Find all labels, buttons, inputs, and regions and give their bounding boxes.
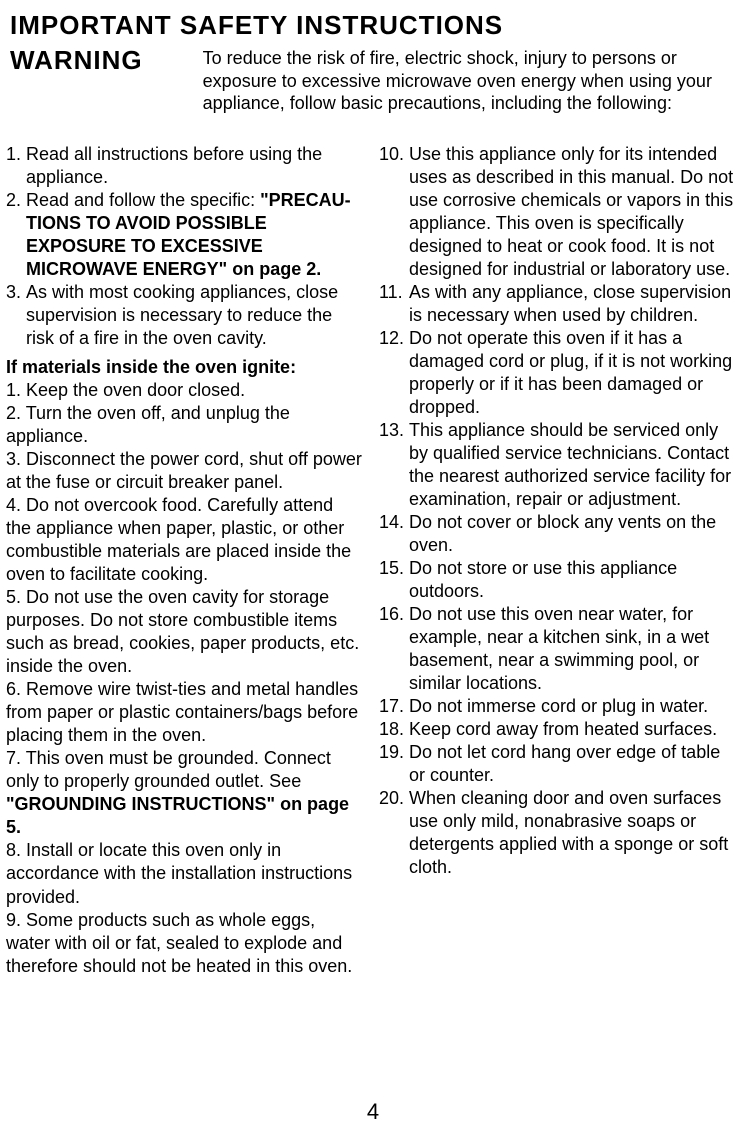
item-12: 12. Do not operate this oven if it has a… [379, 327, 738, 419]
ignite-7-pre: 7. This oven must be grounded. Connect o… [6, 748, 331, 791]
item-3-text: As with most cooking appliances, close s… [26, 281, 363, 350]
item-10-num: 10. [379, 143, 409, 281]
item-11: 11. As with any appliance, close supervi… [379, 281, 738, 327]
item-11-num: 11. [379, 281, 409, 327]
page: IMPORTANT SAFETY INSTRUCTIONS WARNING To… [0, 0, 746, 1135]
ignite-8: 8. Install or locate this oven only in a… [6, 839, 363, 908]
item-18-num: 18. [379, 718, 409, 741]
item-16-num: 16. [379, 603, 409, 695]
ignite-3: 3. Disconnect the power cord, shut off p… [6, 448, 363, 494]
item-19: 19. Do not let cord hang over edge of ta… [379, 741, 738, 787]
ignite-7-bold: "GROUNDING INSTRUCTIONS" on page 5. [6, 794, 349, 837]
item-18: 18. Keep cord away from heated surfaces. [379, 718, 738, 741]
item-19-text: Do not let cord hang over edge of table … [409, 741, 738, 787]
item-1-text: Read all instructions before using the a… [26, 143, 363, 189]
item-2-num: 2. [6, 189, 26, 281]
item-10-text: Use this appliance only for its intended… [409, 143, 738, 281]
right-column: 10. Use this appliance only for its inte… [373, 143, 746, 978]
item-15-text: Do not store or use this appliance outdo… [409, 557, 738, 603]
item-20-num: 20. [379, 787, 409, 879]
ignite-2: 2. Turn the oven off, and unplug the app… [6, 402, 363, 448]
content-columns: 1. Read all instructions before using th… [0, 143, 746, 978]
left-column: 1. Read all instructions before using th… [0, 143, 373, 978]
item-16-text: Do not use this oven near water, for exa… [409, 603, 738, 695]
page-number: 4 [0, 1099, 746, 1125]
item-15: 15. Do not store or use this appliance o… [379, 557, 738, 603]
ignite-1: 1. Keep the oven door closed. [6, 379, 363, 402]
item-20: 20. When cleaning door and oven surfaces… [379, 787, 738, 879]
item-18-text: Keep cord away from heated surfaces. [409, 718, 717, 741]
item-14-num: 14. [379, 511, 409, 557]
item-15-num: 15. [379, 557, 409, 603]
warning-intro-text: To reduce the risk of fire, electric sho… [203, 47, 746, 115]
item-10: 10. Use this appliance only for its inte… [379, 143, 738, 281]
ignite-7: 7. This oven must be grounded. Connect o… [6, 747, 363, 839]
item-1: 1. Read all instructions before using th… [6, 143, 363, 189]
item-3-num: 3. [6, 281, 26, 350]
warning-label: WARNING [10, 45, 143, 76]
warning-row: WARNING To reduce the risk of fire, elec… [10, 45, 746, 115]
ignite-4: 4. Do not overcook food. Carefully atten… [6, 494, 363, 586]
item-19-num: 19. [379, 741, 409, 787]
item-17-num: 17. [379, 695, 409, 718]
item-16: 16. Do not use this oven near water, for… [379, 603, 738, 695]
item-17-text: Do not immerse cord or plug in water. [409, 695, 708, 718]
item-14: 14. Do not cover or block any vents on t… [379, 511, 738, 557]
ignite-heading: If materials inside the oven ignite: [6, 356, 363, 379]
item-13-num: 13. [379, 419, 409, 511]
item-13: 13. This appliance should be serviced on… [379, 419, 738, 511]
item-17: 17. Do not immerse cord or plug in water… [379, 695, 738, 718]
item-2-text: Read and follow the specific: "PRECAU-TI… [26, 189, 363, 281]
item-20-text: When cleaning door and oven surfaces use… [409, 787, 738, 879]
ignite-9: 9. Some products such as whole eggs, wat… [6, 909, 363, 978]
item-3: 3. As with most cooking appliances, clos… [6, 281, 363, 350]
item-2-pre: Read and follow the specific: [26, 190, 260, 210]
item-13-text: This appliance should be serviced only b… [409, 419, 738, 511]
item-12-num: 12. [379, 327, 409, 419]
item-1-num: 1. [6, 143, 26, 189]
ignite-6: 6. Remove wire twist-ties and metal hand… [6, 678, 363, 747]
item-11-text: As with any appliance, close supervision… [409, 281, 738, 327]
ignite-5: 5. Do not use the oven cavity for storag… [6, 586, 363, 678]
item-2: 2. Read and follow the specific: "PRECAU… [6, 189, 363, 281]
item-12-text: Do not operate this oven if it has a dam… [409, 327, 738, 419]
page-title: IMPORTANT SAFETY INSTRUCTIONS [10, 10, 746, 41]
item-14-text: Do not cover or block any vents on the o… [409, 511, 738, 557]
